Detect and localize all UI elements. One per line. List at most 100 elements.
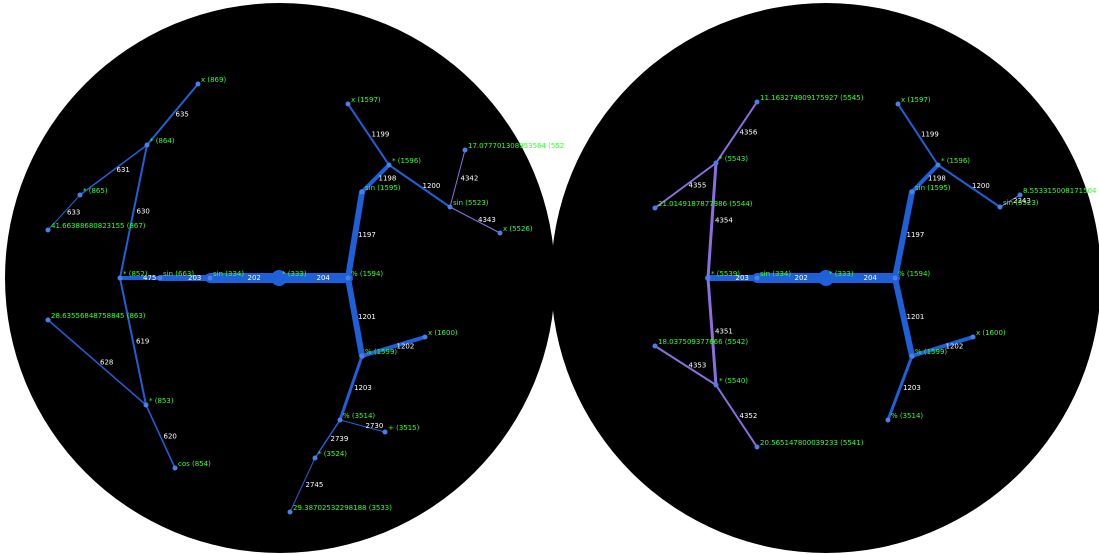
edge-label: 4342	[461, 175, 479, 183]
node	[386, 162, 392, 168]
edge-label: 2730	[366, 422, 384, 430]
node	[287, 509, 293, 515]
node	[713, 160, 719, 166]
edge-label: 4354	[715, 217, 733, 225]
node	[45, 227, 51, 233]
edge	[886, 354, 914, 422]
node-label: x (1600)	[428, 329, 458, 337]
node-label: sin (334)	[213, 270, 244, 278]
node-label: sin (5523)	[1003, 199, 1039, 207]
node	[422, 334, 428, 340]
edge	[449, 149, 466, 208]
node	[818, 270, 834, 286]
node	[652, 205, 658, 211]
node-label: 20.565147800039233 (5541)	[760, 439, 864, 447]
edge-label: 633	[67, 209, 80, 217]
edge	[345, 275, 365, 359]
node	[271, 270, 287, 286]
node	[382, 429, 388, 435]
edge-label: 1199	[372, 131, 390, 139]
node-label: x (869)	[201, 76, 226, 84]
node	[447, 204, 453, 210]
edge	[360, 163, 391, 194]
node-label: * (333)	[282, 270, 307, 278]
node-label: sin (5523)	[453, 199, 489, 207]
edge-label: 635	[176, 111, 189, 119]
edge	[146, 83, 199, 146]
node	[144, 142, 150, 148]
node	[935, 162, 941, 168]
node-label: % (1599)	[915, 348, 947, 356]
edge	[897, 103, 939, 166]
edge	[289, 457, 316, 513]
node	[45, 317, 51, 323]
edge-label: 204	[864, 274, 878, 282]
edge	[360, 335, 427, 358]
node-label: 11.163274909175927 (5545)	[760, 94, 864, 102]
edge-label: 628	[100, 359, 113, 367]
node-label: * (5539)	[711, 270, 740, 278]
node-label: 29.38702532298188 (3533)	[293, 504, 392, 512]
edge-label: 4352	[740, 412, 758, 420]
edge-label: 1199	[921, 131, 939, 139]
node-label: * (865)	[83, 187, 108, 195]
edge-label: 1198	[928, 175, 946, 183]
edge-label: 1198	[379, 175, 397, 183]
edge-label: 1202	[946, 343, 964, 351]
node-label: * (1596)	[941, 157, 970, 165]
node	[754, 99, 760, 105]
node-label: * (853)	[149, 397, 174, 405]
edge-label: 4353	[689, 362, 707, 370]
node-label: % (1594)	[898, 270, 930, 278]
node	[359, 353, 365, 359]
edge-label: 1201	[907, 313, 925, 321]
node	[77, 192, 83, 198]
edge-label: 1200	[423, 182, 441, 190]
edge-label: 4355	[689, 182, 707, 190]
node	[652, 343, 658, 349]
node	[207, 275, 213, 281]
edge	[449, 206, 501, 234]
edge-label: 1200	[972, 182, 990, 190]
node-label: % (3514)	[891, 412, 923, 420]
node	[195, 81, 201, 87]
node	[312, 455, 318, 461]
node	[143, 402, 149, 408]
node	[337, 417, 343, 423]
node	[157, 275, 163, 281]
node	[754, 275, 760, 281]
node	[497, 230, 503, 236]
node-label: % (1599)	[365, 348, 397, 356]
edge	[339, 419, 386, 433]
node	[345, 275, 351, 281]
edge-label: 619	[136, 338, 149, 346]
edge	[892, 275, 915, 359]
node-label: sin (334)	[760, 270, 791, 278]
edge-label: 202	[248, 274, 261, 282]
edge-label: 1202	[397, 343, 415, 351]
node-label: sin (663)	[163, 270, 194, 278]
node	[754, 444, 760, 450]
node-label: % (3514)	[343, 412, 375, 420]
edge-label: 1197	[358, 231, 376, 239]
node-label: x (1600)	[976, 329, 1006, 337]
node-label: 8.553315008171504 (5	[1023, 187, 1099, 195]
node	[345, 101, 351, 107]
edge	[706, 161, 718, 280]
edge-label: 1201	[358, 313, 376, 321]
edge-label: 1203	[354, 384, 372, 392]
node-label: x (1597)	[351, 96, 381, 104]
node	[705, 275, 711, 281]
node-label: + (3515)	[388, 424, 420, 432]
node	[172, 465, 178, 471]
node-label: sin (1595)	[915, 184, 951, 192]
node-label: 28.63556848758845 (863)	[51, 312, 146, 320]
edge	[654, 345, 717, 386]
node	[909, 189, 915, 195]
node	[892, 275, 898, 281]
node-label: * (3524)	[318, 450, 347, 458]
edge	[79, 144, 148, 196]
node-label: * (5543)	[719, 155, 748, 163]
